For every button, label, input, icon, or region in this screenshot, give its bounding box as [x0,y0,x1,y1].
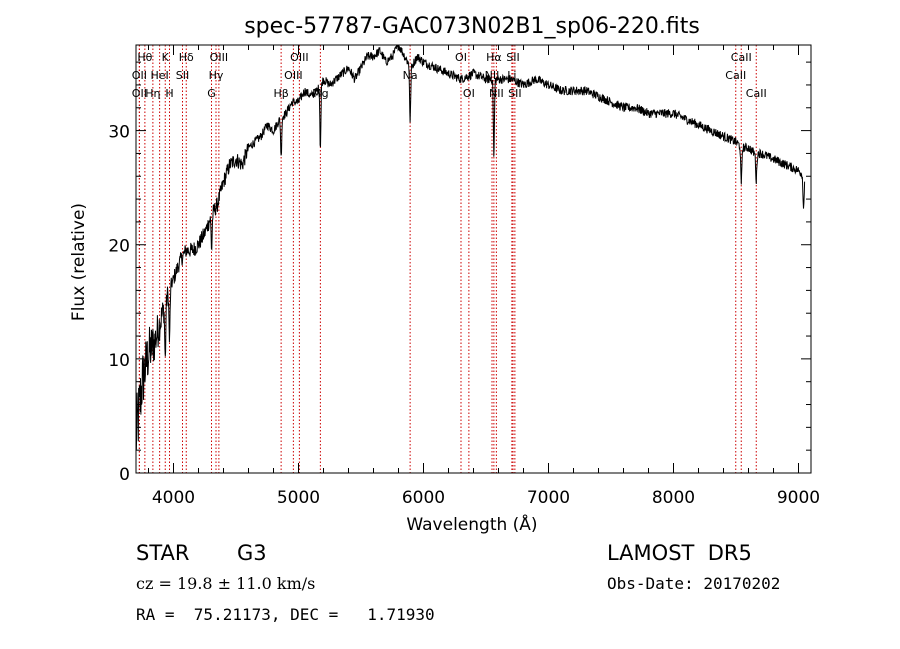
x-tick-label: 5000 [277,488,320,508]
line-marker-label: SII [508,87,521,100]
line-marker-label: Hη [145,87,160,100]
line-marker-label: Hγ [209,69,224,82]
line-marker-label: OIII [284,69,302,82]
line-marker-label: SII [176,69,189,82]
line-marker-label: Hβ [273,87,288,100]
chart-title: spec-57787-GAC073N02B1_sp06-220.fits [244,14,700,39]
line-marker-label: NII [489,87,504,100]
y-tick-label: 20 [108,237,130,257]
spectrum-chart: spec-57787-GAC073N02B1_sp06-220.fits Hθ O… [69,14,820,535]
x-axis-ticks: 4000 5000 6000 7000 8000 9000 [148,45,820,508]
line-marker-label: K [162,51,170,64]
line-markers [138,45,757,473]
line-marker-label: CaII [725,69,746,82]
x-tick-label: 6000 [402,488,445,508]
y-axis-ticks: 0 10 20 30 [108,61,811,485]
observation-date: Obs-Date: 20170202 [607,574,781,593]
line-marker-label: Hθ [137,51,152,64]
y-axis-label: Flux (relative) [69,203,89,321]
line-marker-label: Na [403,69,418,82]
y-tick-label: 30 [108,123,130,143]
line-marker-label: CaII [731,51,752,64]
line-marker-label: OI [463,87,475,100]
x-tick-label: 4000 [152,488,195,508]
survey-label: LAMOST DR5 [607,541,752,565]
plot-frame [135,44,812,474]
line-marker-label: H [165,87,173,100]
line-marker-label: OIII [290,51,308,64]
line-marker-label: CaII [746,87,767,100]
line-marker-label: OII [132,69,147,82]
x-tick-label: 8000 [652,488,695,508]
line-marker-label: SII [506,51,519,64]
y-tick-label: 0 [119,465,130,485]
line-marker-label: OI [455,51,467,64]
object-class: STAR [136,541,190,565]
line-marker-label: G [207,87,216,100]
spectrum-series-line [135,44,806,450]
coordinates-radec: RA = 75.21173, DEC = 1.71930 [136,605,435,624]
redshift-velocity: cz = 19.8 ± 11.0 km/s [136,574,316,593]
x-tick-label: 9000 [777,488,820,508]
object-subclass: G3 [237,541,267,565]
line-marker-label: Hδ [179,51,194,64]
line-marker-label: OIII [210,51,228,64]
line-marker-label: HeI [150,69,168,82]
line-marker-label: Hα [486,51,502,64]
line-marker-label: Li [507,69,516,82]
x-axis-label: Wavelength (Å) [406,513,537,535]
y-tick-label: 10 [108,351,130,371]
x-tick-label: 7000 [527,488,570,508]
